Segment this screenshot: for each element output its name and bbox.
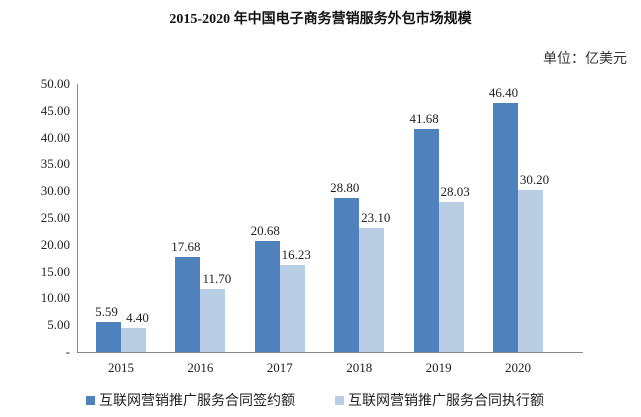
y-tick-label: 5.00 (47, 317, 70, 333)
y-tick-label: 45.00 (40, 102, 70, 118)
x-tick-label: 2017 (266, 360, 293, 375)
data-label: 28.03 (440, 183, 470, 199)
data-label: 30.20 (519, 172, 550, 188)
bar-2017-series-0 (254, 241, 280, 352)
x-tick-label: 2016 (187, 360, 214, 375)
bar-2019-series-1 (438, 201, 464, 352)
bar-2020-series-1 (518, 190, 543, 352)
data-label: 46.40 (488, 85, 519, 101)
bar-2017-series-1 (279, 265, 305, 352)
data-label: 4.40 (126, 310, 149, 326)
data-label: 17.68 (171, 239, 201, 255)
legend-item-executed: 互联网营销推广服务合同执行额 (335, 390, 544, 410)
y-tick-label: 30.00 (40, 183, 70, 199)
unit-label: 单位：亿美元 (543, 52, 627, 67)
y-tick-label: 50.00 (40, 76, 70, 91)
y-tick-label: 40.00 (40, 129, 70, 145)
data-label: 5.59 (95, 304, 118, 320)
y-tick-label: 20.00 (40, 236, 70, 252)
y-tick-label: 10.00 (40, 290, 70, 306)
data-label: 28.80 (330, 179, 360, 195)
legend-label: 互联网营销推广服务合同执行额 (348, 394, 544, 409)
legend-label: 互联网营销推广服务合同签约额 (99, 394, 295, 409)
bar-2018-series-1 (359, 228, 385, 352)
chart-title: 2015-2020 年中国电子商务营销服务外包市场规模 (169, 12, 472, 27)
data-label: 23.10 (361, 210, 391, 226)
data-label: 11.70 (202, 271, 232, 287)
y-axis-line (77, 84, 78, 353)
bar-2018-series-0 (334, 197, 360, 352)
y-tick-label: 35.00 (40, 156, 70, 172)
legend-swatch-light (335, 395, 344, 405)
y-tick-label: 15.00 (40, 263, 70, 279)
data-label: 20.68 (250, 223, 280, 239)
bar-2019-series-0 (413, 128, 439, 352)
bar-2020-series-0 (493, 103, 518, 352)
data-label: 41.68 (409, 110, 439, 126)
x-tick-label: 2020 (505, 360, 531, 375)
x-tick-label: 2018 (346, 360, 373, 375)
x-tick-label: 2019 (425, 360, 452, 375)
legend-item-signed: 互联网营销推广服务合同签约额 (86, 390, 295, 410)
bar-2016-series-1 (200, 289, 226, 352)
bar-2016-series-0 (175, 257, 201, 352)
x-tick-label: 2015 (108, 360, 134, 375)
bar-2015-series-0 (96, 322, 121, 352)
y-tick-label: 25.00 (40, 210, 70, 225)
legend-swatch-dark (86, 395, 95, 405)
bar-2015-series-1 (121, 328, 146, 352)
x-axis-line (77, 352, 583, 353)
y-tick-label: - (65, 344, 70, 359)
data-label: 16.23 (281, 247, 311, 262)
